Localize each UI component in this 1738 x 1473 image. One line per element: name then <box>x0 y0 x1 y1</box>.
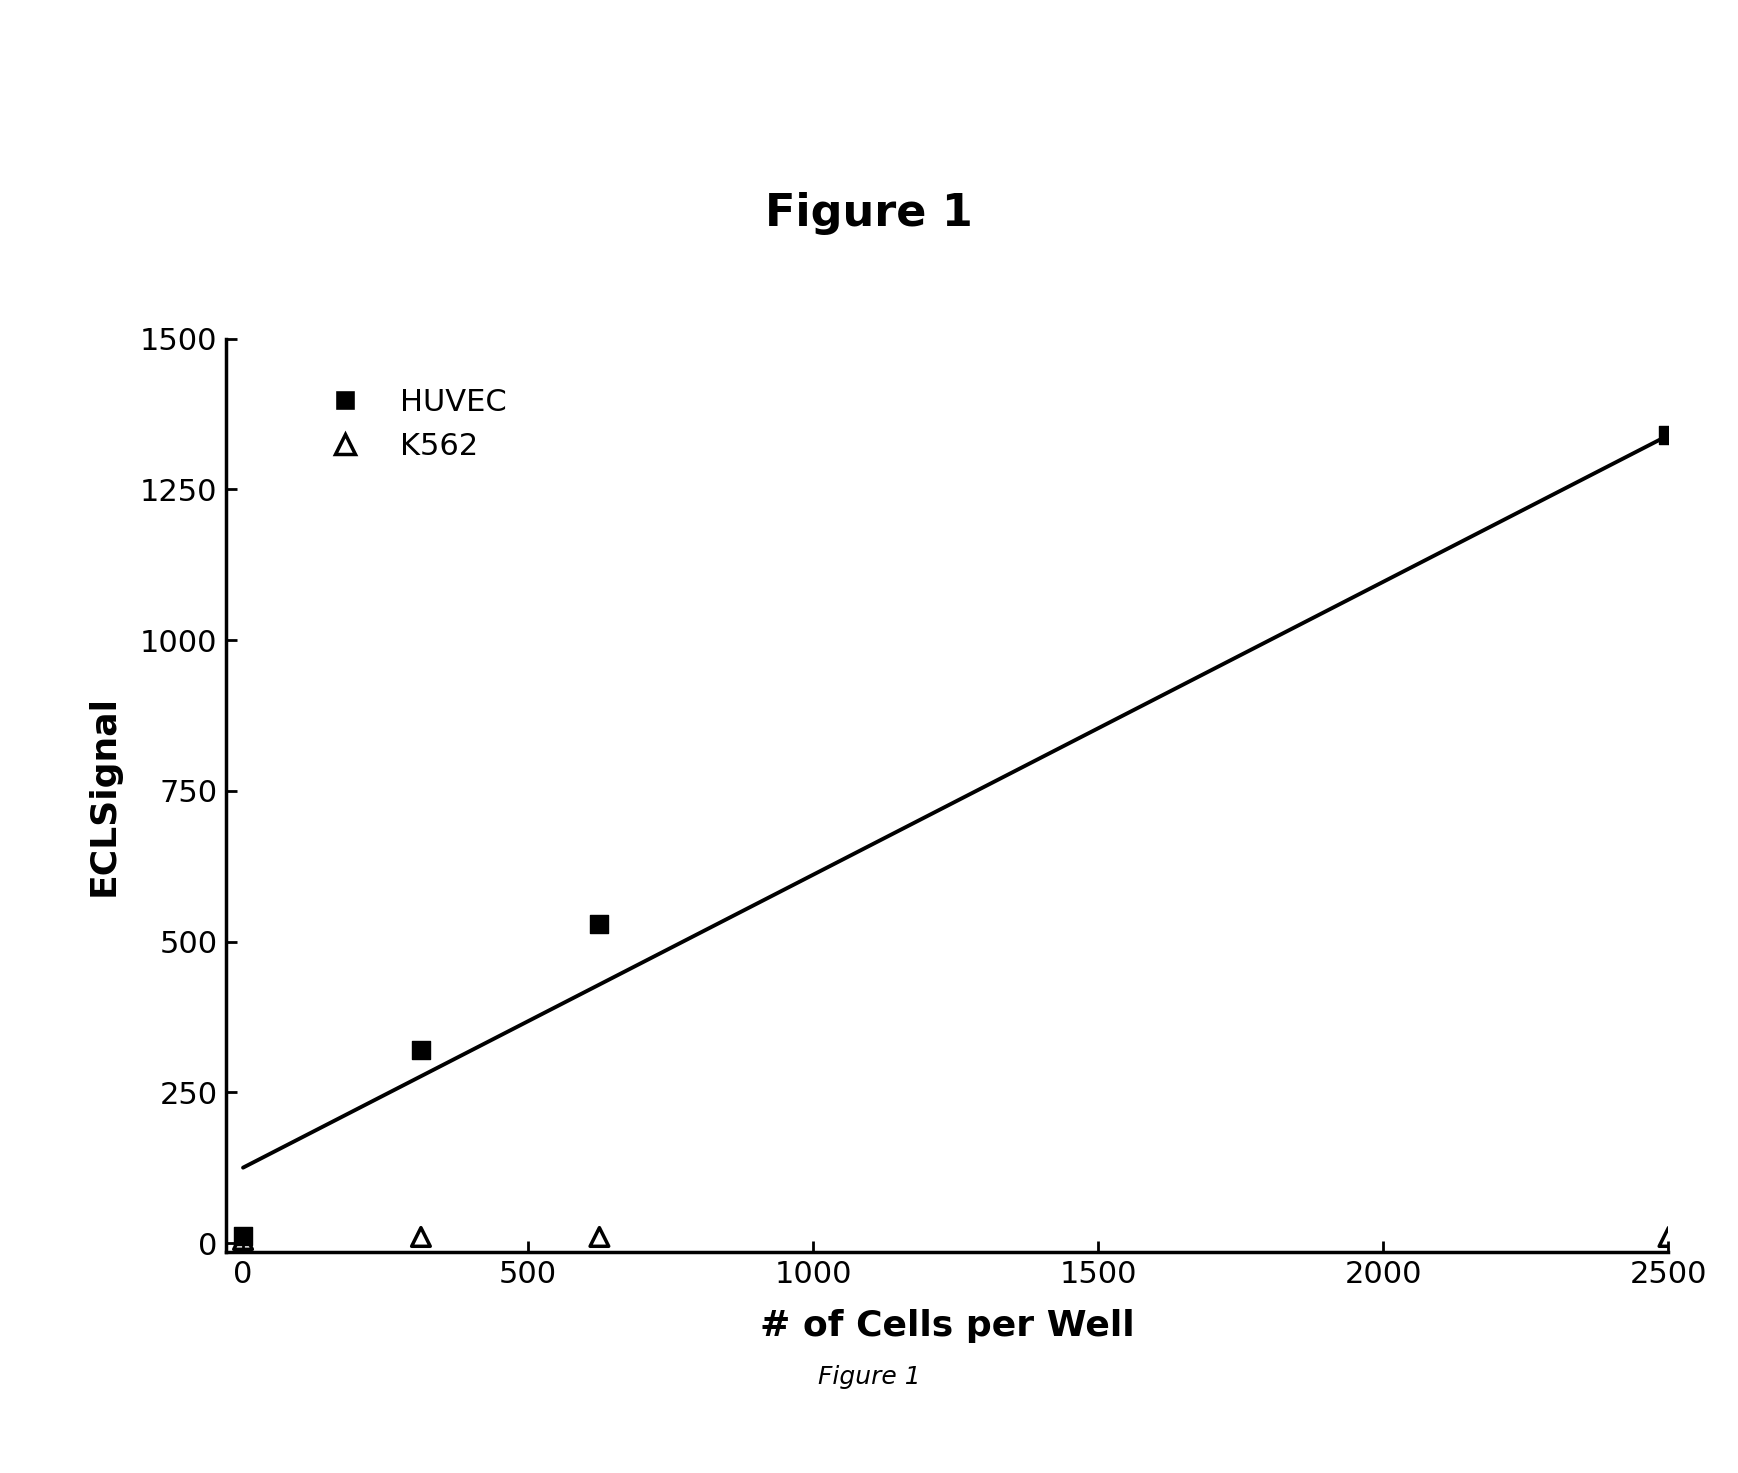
Point <box>1655 1226 1682 1249</box>
Legend: HUVEC, K562: HUVEC, K562 <box>299 373 521 476</box>
Point <box>229 1228 257 1252</box>
Point <box>1655 423 1682 446</box>
Text: Figure 1: Figure 1 <box>765 191 973 236</box>
Text: Figure 1: Figure 1 <box>817 1365 921 1389</box>
Point <box>407 1226 434 1249</box>
Point <box>407 1038 434 1062</box>
Y-axis label: ECLSignal: ECLSignal <box>87 695 120 896</box>
Point <box>586 912 614 935</box>
Point <box>586 1226 614 1249</box>
Point <box>229 1224 257 1248</box>
X-axis label: # of Cells per Well: # of Cells per Well <box>760 1309 1135 1343</box>
